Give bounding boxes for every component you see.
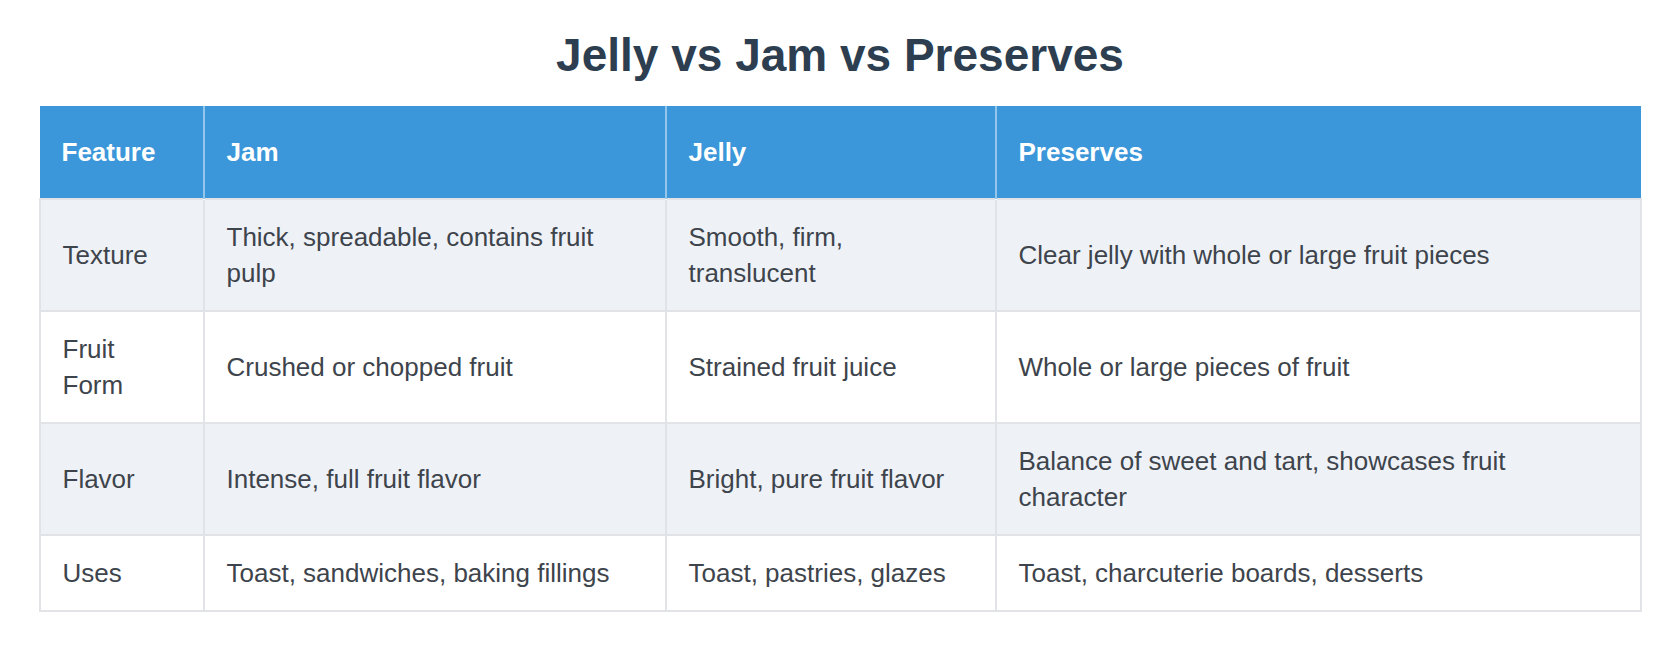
page-title: Jelly vs Jam vs Preserves [0, 30, 1680, 80]
header-cell-feature: Feature [40, 106, 204, 199]
cell-flavor-jam: Intense, full fruit flavor [204, 423, 666, 535]
header-cell-jelly: Jelly [666, 106, 996, 199]
cell-texture-jam: Thick, spreadable, contains fruit pulp [204, 199, 666, 311]
row-label-fruit-form: Fruit Form [40, 311, 204, 423]
comparison-table: Feature Jam Jelly Preserves Texture Thic… [39, 106, 1642, 612]
cell-uses-preserves: Toast, charcuterie boards, desserts [996, 535, 1641, 611]
header-row: Feature Jam Jelly Preserves [40, 106, 1641, 199]
table-body: Texture Thick, spreadable, contains frui… [40, 199, 1641, 611]
cell-texture-preserves: Clear jelly with whole or large fruit pi… [996, 199, 1641, 311]
cell-uses-jelly: Toast, pastries, glazes [666, 535, 996, 611]
cell-fruit-form-jelly: Strained fruit juice [666, 311, 996, 423]
cell-uses-jam: Toast, sandwiches, baking fillings [204, 535, 666, 611]
table-row-fruit-form: Fruit Form Crushed or chopped fruit Stra… [40, 311, 1641, 423]
row-label-flavor: Flavor [40, 423, 204, 535]
table-row-uses: Uses Toast, sandwiches, baking fillings … [40, 535, 1641, 611]
row-label-uses: Uses [40, 535, 204, 611]
table-row-flavor: Flavor Intense, full fruit flavor Bright… [40, 423, 1641, 535]
cell-fruit-form-preserves: Whole or large pieces of fruit [996, 311, 1641, 423]
cell-flavor-jelly: Bright, pure fruit flavor [666, 423, 996, 535]
cell-fruit-form-jam: Crushed or chopped fruit [204, 311, 666, 423]
row-label-texture: Texture [40, 199, 204, 311]
table-row-texture: Texture Thick, spreadable, contains frui… [40, 199, 1641, 311]
cell-flavor-preserves: Balance of sweet and tart, showcases fru… [996, 423, 1641, 535]
table-header: Feature Jam Jelly Preserves [40, 106, 1641, 199]
cell-texture-jelly: Smooth, firm, translucent [666, 199, 996, 311]
header-cell-preserves: Preserves [996, 106, 1641, 199]
header-cell-jam: Jam [204, 106, 666, 199]
